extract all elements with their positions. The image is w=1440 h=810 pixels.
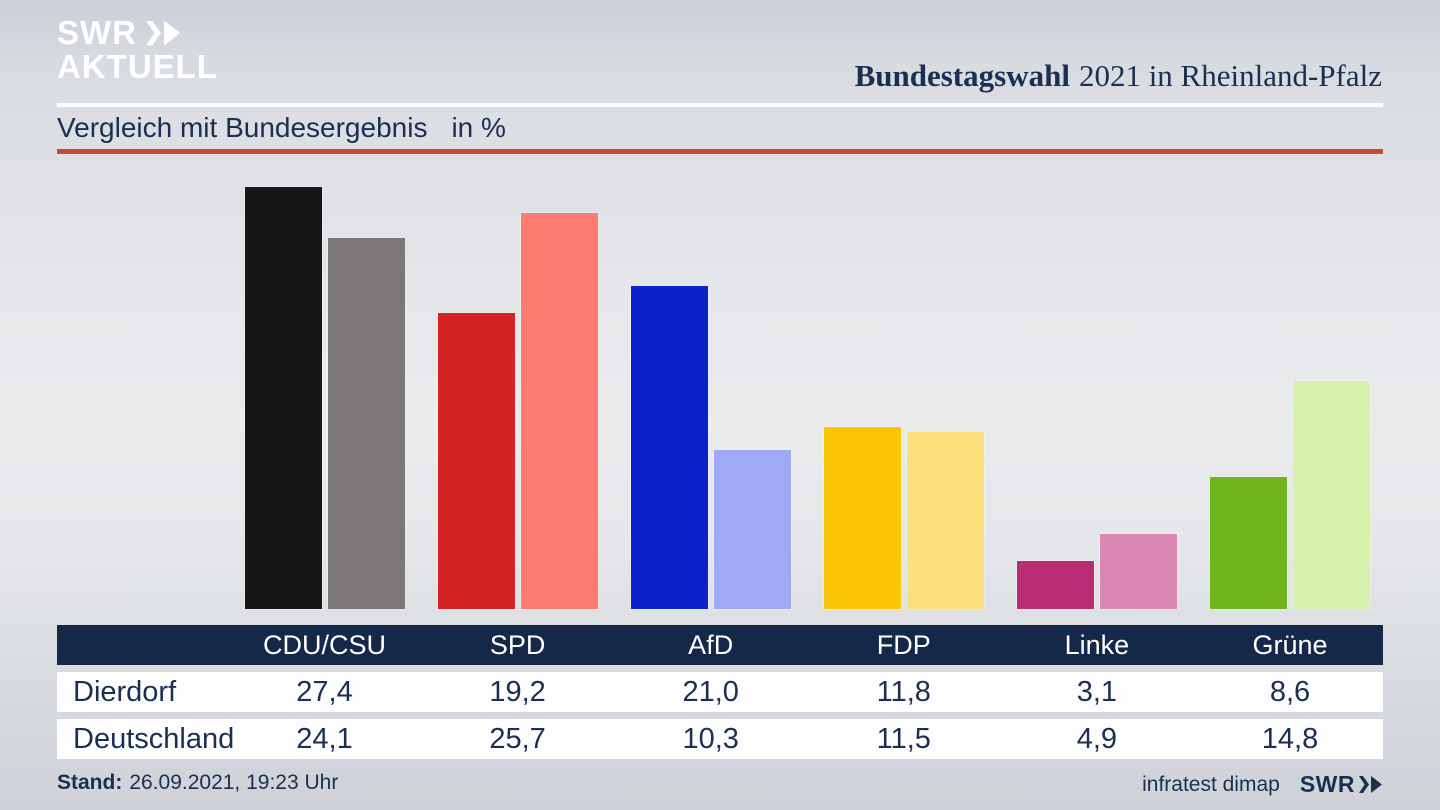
chevron-right-icon bbox=[1359, 776, 1369, 793]
bar-deutschland-grüne bbox=[1293, 381, 1370, 609]
bar-deutschland-spd bbox=[520, 213, 598, 609]
table-cell-deutschland-grüne: 14,8 bbox=[1261, 723, 1319, 755]
subtitle-underline bbox=[57, 149, 1383, 154]
table-col-header-spd: SPD bbox=[489, 630, 546, 660]
table-body: Dierdorf 27,4 19,2 21,0 11,8 3,1 8,6 Deutschlan… bbox=[57, 672, 1383, 759]
logo-line-2: AKTUELL bbox=[57, 50, 218, 84]
arrow-right-icon bbox=[1371, 776, 1382, 793]
results-table: CDU/CSU SPD AfD FDP Linke Grüne Dierdorf 27,4 1… bbox=[57, 625, 1383, 759]
table-header-row: CDU/CSU SPD AfD FDP Linke Grüne bbox=[57, 625, 1383, 665]
table-cell-dierdorf-grüne: 8,6 bbox=[1269, 676, 1311, 708]
table-cell-dierdorf-spd: 19,2 bbox=[489, 676, 546, 708]
stand-timestamp: Stand: 26.09.2021, 19:23 Uhr bbox=[57, 771, 338, 795]
source-attribution: infratest dimap SWR bbox=[1142, 771, 1382, 798]
table-col-header-fdp: FDP bbox=[876, 630, 931, 660]
table-cell-dierdorf-cdu-csu: 27,4 bbox=[296, 676, 353, 708]
bar-dierdorf-fdp bbox=[823, 427, 901, 609]
swr-double-chevron-small-icon bbox=[1359, 776, 1382, 793]
bar-dierdorf-linke bbox=[1016, 561, 1094, 609]
table-row-label: Dierdorf bbox=[73, 676, 177, 708]
table-cell-deutschland-cdu-csu: 24,1 bbox=[296, 723, 353, 755]
stand-value: 26.09.2021, 19:23 Uhr bbox=[129, 771, 339, 794]
table-col-header-linke: Linke bbox=[1064, 630, 1130, 660]
swr-double-chevron-icon bbox=[146, 20, 180, 46]
bar-dierdorf-grüne bbox=[1210, 477, 1287, 609]
bar-dierdorf-spd bbox=[437, 313, 515, 609]
header-divider-line bbox=[57, 103, 1383, 107]
logo-text-aktuell: AKTUELL bbox=[57, 48, 218, 85]
table-col-header-afd: AfD bbox=[688, 630, 734, 660]
swr-brand-logo: SWR bbox=[1300, 771, 1382, 798]
chart-subtitle: Vergleich mit Bundesergebnis in % bbox=[57, 112, 506, 144]
bar-dierdorf-afd bbox=[630, 286, 708, 609]
table-cell-dierdorf-afd: 21,0 bbox=[682, 676, 739, 708]
chart-subtitle-text: Vergleich mit Bundesergebnis bbox=[57, 112, 428, 143]
bar-deutschland-linke bbox=[1099, 534, 1177, 609]
table-cell-dierdorf-linke: 3,1 bbox=[1076, 676, 1118, 708]
table-cell-deutschland-fdp: 11,5 bbox=[876, 723, 931, 755]
swr-aktuell-logo: SWR AKTUELL bbox=[57, 16, 218, 84]
table-cell-dierdorf-fdp: 11,8 bbox=[876, 676, 931, 708]
page-title-regular: 2021 in Rheinland-Pfalz bbox=[1078, 58, 1382, 93]
stand-label: Stand: bbox=[57, 771, 123, 794]
table-cell-deutschland-afd: 10,3 bbox=[682, 723, 739, 755]
brand-text-swr: SWR bbox=[1299, 771, 1355, 797]
logo-line-1: SWR bbox=[57, 16, 218, 50]
chart-unit-label: in % bbox=[451, 112, 506, 143]
table-row-deutschland: Deutschland 24,1 25,7 10,3 11,5 4,9 14,8 bbox=[57, 719, 1383, 759]
table-cell-deutschland-linke: 4,9 bbox=[1076, 723, 1118, 755]
page-title-bold: Bundestagswahl bbox=[854, 58, 1070, 93]
page-title: Bundestagswahl 2021 in Rheinland-Pfalz bbox=[855, 58, 1382, 94]
table-col-header-grüne: Grüne bbox=[1252, 630, 1328, 660]
table-row-dierdorf: Dierdorf 27,4 19,2 21,0 11,8 3,1 8,6 bbox=[57, 672, 1383, 712]
bar-deutschland-cdu-csu bbox=[327, 238, 405, 609]
bar-deutschland-afd bbox=[713, 450, 791, 609]
table-row-label: Deutschland bbox=[73, 723, 235, 755]
bar-dierdorf-cdu-csu bbox=[244, 187, 322, 609]
table-col-header-cdu-csu: CDU/CSU bbox=[262, 630, 387, 660]
logo-text-swr: SWR bbox=[57, 14, 137, 51]
source-text: infratest dimap bbox=[1142, 772, 1280, 796]
table-cell-deutschland-spd: 25,7 bbox=[489, 723, 546, 755]
bar-deutschland-fdp bbox=[906, 432, 984, 609]
